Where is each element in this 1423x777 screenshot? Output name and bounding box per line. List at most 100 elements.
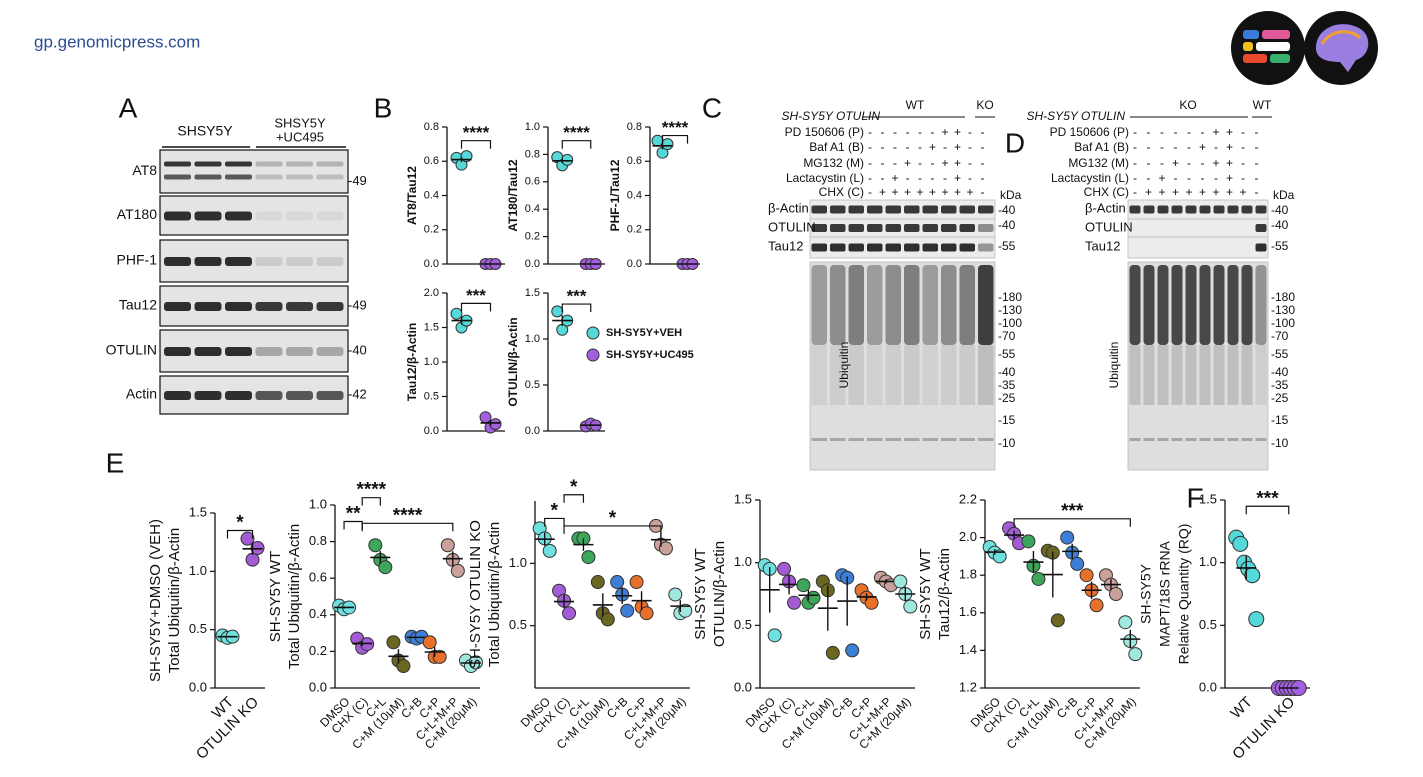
band bbox=[1227, 345, 1239, 405]
treatment-sign: + bbox=[941, 185, 948, 199]
treatment-sign: - bbox=[868, 140, 872, 154]
band bbox=[848, 224, 864, 232]
band bbox=[978, 205, 994, 214]
treatment-sign: - bbox=[1241, 156, 1245, 170]
treatment-sign: - bbox=[1214, 140, 1218, 154]
band bbox=[885, 205, 901, 214]
kda-marker: -40 bbox=[998, 218, 1016, 232]
y-tick-label: 1.5 bbox=[734, 491, 752, 506]
y-tick-label: 0.8 bbox=[627, 121, 642, 133]
treatment-sign: - bbox=[968, 156, 972, 170]
significance-bracket bbox=[661, 134, 689, 144]
significance-bracket bbox=[460, 302, 492, 312]
y-tick-label: 2.2 bbox=[959, 491, 977, 506]
data-point bbox=[678, 603, 693, 618]
data-point bbox=[777, 561, 792, 576]
treatment-sign: - bbox=[981, 140, 985, 154]
treatment-sign: + bbox=[1212, 156, 1219, 170]
band bbox=[1171, 205, 1183, 214]
band bbox=[867, 205, 883, 214]
treatment-sign: + bbox=[1239, 185, 1246, 199]
band bbox=[1213, 438, 1225, 441]
treatment-sign: + bbox=[1158, 171, 1165, 185]
treatment-sign: - bbox=[918, 156, 922, 170]
data-point bbox=[479, 411, 492, 424]
row-label: Tau12 bbox=[1085, 238, 1120, 253]
band bbox=[848, 243, 864, 252]
band bbox=[867, 224, 883, 232]
treatment-sign: + bbox=[1226, 171, 1233, 185]
data-point bbox=[992, 549, 1007, 564]
band bbox=[1241, 205, 1253, 214]
y-tick-label: 0.4 bbox=[525, 203, 540, 215]
treatment-sign: - bbox=[881, 140, 885, 154]
y-tick-label: 0.2 bbox=[525, 231, 540, 243]
band bbox=[1241, 345, 1253, 405]
row-label: β-Actin bbox=[1085, 200, 1126, 215]
band bbox=[978, 438, 994, 441]
band bbox=[922, 345, 938, 405]
data-point bbox=[450, 563, 465, 578]
band bbox=[922, 243, 938, 252]
band bbox=[194, 211, 222, 221]
y-tick-label: 0.5 bbox=[189, 621, 207, 636]
row-label: Ubiquitin bbox=[1107, 342, 1121, 389]
y-tick-label: 1.0 bbox=[525, 333, 540, 345]
band bbox=[1255, 345, 1267, 405]
kda-marker: -25 bbox=[1271, 391, 1289, 405]
band bbox=[1255, 224, 1267, 232]
band bbox=[830, 224, 846, 232]
treatment-sign: - bbox=[1147, 125, 1151, 139]
blot-title: SH-SY5Y OTULIN bbox=[1027, 109, 1126, 123]
treatment-sign: - bbox=[1147, 140, 1151, 154]
y-tick-label: 0.4 bbox=[424, 189, 439, 201]
band bbox=[885, 345, 901, 405]
y-tick-label: 2.0 bbox=[959, 529, 977, 544]
band bbox=[830, 345, 846, 405]
y-axis-label: SH-SY5Y WT bbox=[692, 548, 709, 639]
band bbox=[959, 345, 975, 405]
kda-marker: -100 bbox=[998, 316, 1022, 330]
treatment-sign: - bbox=[1241, 140, 1245, 154]
panel-letter: F bbox=[1186, 482, 1203, 513]
band bbox=[959, 224, 975, 232]
kda-marker: -10 bbox=[998, 436, 1016, 450]
band bbox=[1199, 265, 1211, 345]
y-tick-label: 0.2 bbox=[627, 224, 642, 236]
kda-marker: -40 bbox=[1271, 203, 1289, 217]
band bbox=[1157, 265, 1169, 345]
panel-letter: D bbox=[1005, 127, 1025, 158]
kda-marker: -15 bbox=[1271, 413, 1289, 427]
data-point bbox=[378, 560, 393, 575]
group-label: KO bbox=[976, 98, 993, 112]
band bbox=[1185, 438, 1197, 441]
band bbox=[164, 174, 191, 180]
significance-label: * bbox=[551, 500, 559, 521]
treatment-sign: + bbox=[1226, 125, 1233, 139]
y-tick-label: 0.8 bbox=[424, 121, 439, 133]
band bbox=[885, 243, 901, 252]
kda-marker: -55 bbox=[1271, 347, 1289, 361]
y-tick-label: 0.5 bbox=[509, 617, 527, 632]
band bbox=[811, 224, 827, 232]
logo bbox=[1231, 11, 1378, 85]
y-tick-label: 1.0 bbox=[309, 496, 327, 511]
kda-marker: -55 bbox=[998, 347, 1016, 361]
treatment-sign: + bbox=[1226, 185, 1233, 199]
y-axis-label: Tau12/β-Actin bbox=[936, 548, 953, 640]
significance-bracket bbox=[361, 497, 381, 506]
y-tick-label: 0.6 bbox=[525, 176, 540, 188]
y-tick-label: 1.5 bbox=[1199, 491, 1217, 506]
band bbox=[1255, 243, 1267, 252]
treatment-label: MG132 (M) bbox=[1068, 156, 1129, 170]
band bbox=[941, 205, 957, 214]
y-tick-label: 1.0 bbox=[525, 121, 540, 133]
treatment-sign: - bbox=[906, 140, 910, 154]
treatment-sign: - bbox=[1187, 156, 1191, 170]
treatment-sign: - bbox=[918, 125, 922, 139]
treatment-label: Lactacystin (L) bbox=[786, 171, 864, 185]
data-point bbox=[450, 307, 463, 320]
kda-marker: -35 bbox=[998, 378, 1016, 392]
treatment-label: CHX (C) bbox=[819, 185, 864, 199]
treatment-sign: - bbox=[868, 171, 872, 185]
